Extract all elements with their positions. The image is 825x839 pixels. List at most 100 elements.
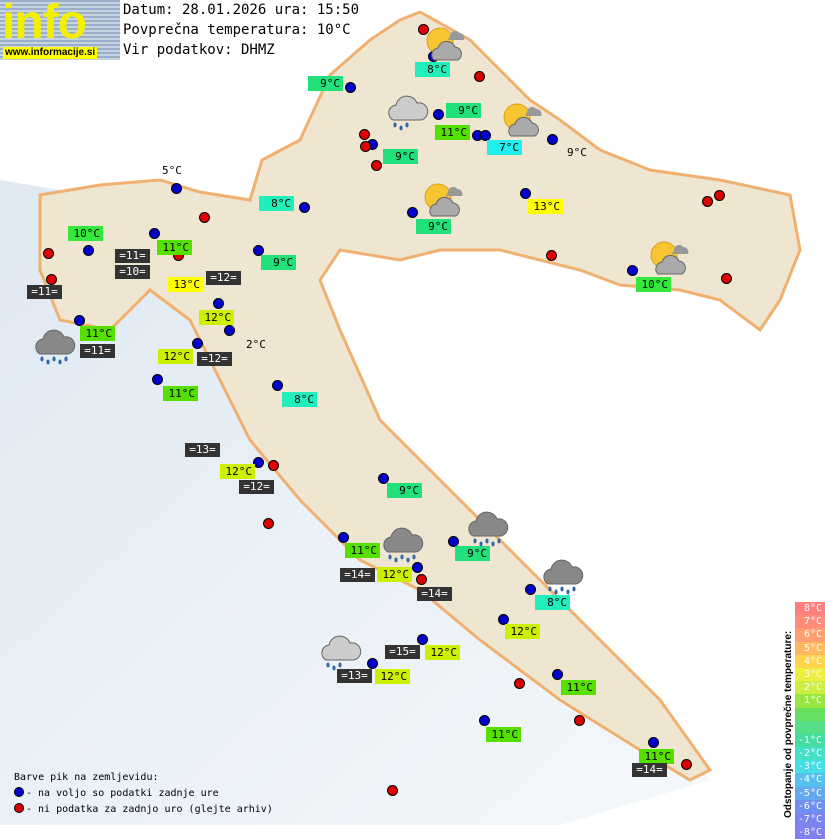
legend-title: Barve pik na zemljevidu: bbox=[14, 772, 159, 783]
station-available-dot[interactable] bbox=[149, 228, 160, 239]
station-available-dot[interactable] bbox=[498, 614, 509, 625]
station-available-dot[interactable] bbox=[253, 457, 264, 468]
temperature-label: 11°C bbox=[157, 240, 192, 255]
temperature-label: 11°C bbox=[163, 386, 198, 401]
scale-step: 6°C bbox=[795, 628, 825, 642]
temperature-label: 11°C bbox=[345, 543, 380, 558]
station-missing-dot[interactable] bbox=[546, 250, 557, 261]
temperature-label: 12°C bbox=[375, 669, 410, 684]
station-missing-dot[interactable] bbox=[43, 248, 54, 259]
sea-temperature-label: =13= bbox=[185, 443, 220, 457]
station-missing-dot[interactable] bbox=[268, 460, 279, 471]
station-available-dot[interactable] bbox=[83, 245, 94, 256]
temperature-label: 11°C bbox=[486, 727, 521, 742]
temperature-label: 8°C bbox=[259, 196, 294, 211]
station-available-dot[interactable] bbox=[171, 183, 182, 194]
scale-step: 4°C bbox=[795, 654, 825, 668]
station-available-dot[interactable] bbox=[345, 82, 356, 93]
station-available-dot[interactable] bbox=[433, 109, 444, 120]
scale-step: -1°C bbox=[795, 733, 825, 748]
temperature-label: 9°C bbox=[308, 76, 343, 91]
scale-step: 7°C bbox=[795, 615, 825, 629]
legend-available: - na voljo so podatki zadnje ure bbox=[26, 788, 219, 799]
temperature-label: 12°C bbox=[158, 349, 193, 364]
temperature-label: 11°C bbox=[639, 749, 674, 764]
partly-cloudy-icon bbox=[497, 100, 543, 146]
temperature-label: 11°C bbox=[561, 680, 596, 695]
sea-temperature-label: =11= bbox=[80, 344, 115, 358]
temperature-label: 10°C bbox=[636, 277, 671, 292]
station-missing-dot[interactable] bbox=[514, 678, 525, 689]
scale-step: 1°C bbox=[795, 694, 825, 708]
sea-temperature-label: =14= bbox=[632, 763, 667, 777]
station-available-dot[interactable] bbox=[272, 380, 283, 391]
temperature-label: 11°C bbox=[80, 326, 115, 341]
scale-step: 2°C bbox=[795, 681, 825, 695]
station-available-dot[interactable] bbox=[378, 473, 389, 484]
station-available-dot[interactable] bbox=[412, 562, 423, 573]
station-available-dot[interactable] bbox=[480, 130, 491, 141]
station-available-dot[interactable] bbox=[552, 669, 563, 680]
avg-temp-line: Povprečna temperatura: 10°C bbox=[123, 22, 351, 38]
temperature-label: 9°C bbox=[416, 219, 451, 234]
scale-step: -7°C bbox=[795, 813, 825, 827]
temperature-label: 9°C bbox=[387, 483, 422, 498]
station-available-dot[interactable] bbox=[648, 737, 659, 748]
dot-legend: Barve pik na zemljevidu: - na voljo so p… bbox=[14, 770, 273, 818]
station-missing-dot[interactable] bbox=[418, 24, 429, 35]
station-available-dot[interactable] bbox=[479, 715, 490, 726]
station-available-dot[interactable] bbox=[627, 265, 638, 276]
temperature-label: 9°C bbox=[567, 146, 587, 159]
scale-step: -2°C bbox=[795, 747, 825, 761]
station-missing-dot[interactable] bbox=[721, 273, 732, 284]
temperature-label: 12°C bbox=[220, 464, 255, 479]
station-missing-dot[interactable] bbox=[46, 274, 57, 285]
logo-text: info bbox=[2, 0, 86, 46]
station-available-dot[interactable] bbox=[74, 315, 85, 326]
scale-step: 5°C bbox=[795, 641, 825, 655]
station-available-dot[interactable] bbox=[367, 658, 378, 669]
station-missing-dot[interactable] bbox=[416, 574, 427, 585]
station-available-dot[interactable] bbox=[407, 207, 418, 218]
station-missing-dot[interactable] bbox=[387, 785, 398, 796]
blue-dot-icon bbox=[14, 787, 24, 797]
logo-url[interactable]: www.informacije.si bbox=[3, 47, 98, 59]
station-available-dot[interactable] bbox=[192, 338, 203, 349]
station-available-dot[interactable] bbox=[338, 532, 349, 543]
light-rain-icon bbox=[385, 92, 431, 138]
station-available-dot[interactable] bbox=[224, 325, 235, 336]
station-missing-dot[interactable] bbox=[359, 129, 370, 140]
partly-cloudy-icon bbox=[644, 238, 690, 284]
temperature-label: 12°C bbox=[377, 567, 412, 582]
station-available-dot[interactable] bbox=[525, 584, 536, 595]
station-available-dot[interactable] bbox=[253, 245, 264, 256]
station-missing-dot[interactable] bbox=[681, 759, 692, 770]
station-missing-dot[interactable] bbox=[263, 518, 274, 529]
station-missing-dot[interactable] bbox=[574, 715, 585, 726]
partly-cloudy-icon bbox=[420, 24, 466, 70]
station-available-dot[interactable] bbox=[213, 298, 224, 309]
station-missing-dot[interactable] bbox=[702, 196, 713, 207]
station-available-dot[interactable] bbox=[448, 536, 459, 547]
station-available-dot[interactable] bbox=[547, 134, 558, 145]
station-missing-dot[interactable] bbox=[474, 71, 485, 82]
station-available-dot[interactable] bbox=[520, 188, 531, 199]
logo[interactable]: info www.informacije.si bbox=[0, 0, 120, 60]
sea-temperature-label: =11= bbox=[115, 249, 150, 263]
station-available-dot[interactable] bbox=[299, 202, 310, 213]
station-missing-dot[interactable] bbox=[371, 160, 382, 171]
station-available-dot[interactable] bbox=[152, 374, 163, 385]
temperature-label: 12°C bbox=[505, 624, 540, 639]
station-available-dot[interactable] bbox=[417, 634, 428, 645]
deviation-scale: 8°C 7°C 6°C 5°C 4°C 3°C 2°C 1°C -1°C -2°C -3°C -4°C… bbox=[795, 602, 825, 839]
station-missing-dot[interactable] bbox=[714, 190, 725, 201]
temperature-label: 9°C bbox=[446, 103, 481, 118]
legend-missing: - ni podatka za zadnjo uro (glejte arhiv… bbox=[26, 804, 273, 815]
temperature-label: 12°C bbox=[199, 310, 234, 325]
station-missing-dot[interactable] bbox=[360, 141, 371, 152]
light-rain-icon bbox=[318, 632, 364, 678]
date-line: Datum: 28.01.2026 ura: 15:50 bbox=[123, 2, 360, 18]
scale-step: -3°C bbox=[795, 760, 825, 774]
station-missing-dot[interactable] bbox=[199, 212, 210, 223]
red-dot-icon bbox=[14, 803, 24, 813]
